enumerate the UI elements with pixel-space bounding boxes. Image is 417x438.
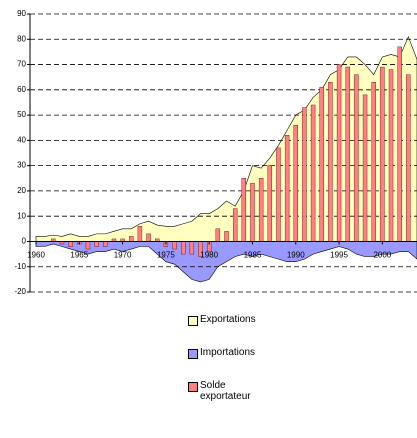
bar bbox=[354, 74, 359, 242]
bar bbox=[85, 241, 91, 250]
bar bbox=[302, 107, 307, 242]
y-tick-label: -20 bbox=[14, 287, 26, 296]
area bbox=[35, 241, 417, 283]
x-tick-label: 1985 bbox=[244, 251, 262, 260]
chart: -20 -10 0 10 20 30 40 50 60 70 80 90 1960 1965 1970 197… bbox=[14, 9, 417, 296]
y-tick-label: 30 bbox=[17, 161, 26, 170]
y-tick-label: 60 bbox=[17, 85, 26, 94]
bar bbox=[250, 183, 255, 242]
bar bbox=[103, 241, 108, 247]
legend-label: Exportations bbox=[200, 314, 256, 325]
x-tick-label: 1990 bbox=[287, 251, 305, 260]
y-tick-label: 20 bbox=[17, 186, 26, 195]
bar bbox=[189, 241, 195, 255]
legend: Exportations Importations Solde exportateu… bbox=[188, 314, 280, 413]
bar bbox=[215, 228, 221, 242]
bar bbox=[284, 135, 290, 242]
bar bbox=[336, 64, 342, 242]
bar bbox=[319, 87, 324, 242]
y-tick-label: -10 bbox=[14, 262, 26, 271]
bar bbox=[267, 165, 272, 242]
y-tick-label: 50 bbox=[17, 110, 26, 119]
y-tick-label: 90 bbox=[17, 9, 26, 18]
bar bbox=[129, 236, 134, 242]
bar bbox=[94, 241, 99, 247]
y-tick-label: 70 bbox=[17, 60, 26, 69]
bar bbox=[232, 208, 238, 242]
bar bbox=[293, 124, 298, 242]
legend-item: Importations bbox=[188, 347, 280, 380]
x-tick-label: 1975 bbox=[157, 251, 175, 260]
bar bbox=[397, 46, 402, 242]
bar bbox=[258, 178, 264, 242]
bar bbox=[181, 241, 186, 255]
legend-swatch bbox=[188, 316, 198, 326]
y-tick-label: 0 bbox=[22, 237, 27, 246]
x-tick-label: 1970 bbox=[114, 251, 132, 260]
bar bbox=[380, 66, 385, 242]
bar bbox=[137, 226, 143, 242]
x-tick-label: 1965 bbox=[70, 251, 88, 260]
bar bbox=[241, 178, 247, 242]
legend-item: Solde exportateur bbox=[188, 380, 280, 413]
y-tick-label: 80 bbox=[17, 34, 26, 43]
legend-swatch bbox=[188, 382, 198, 392]
bar bbox=[68, 241, 73, 247]
bar bbox=[406, 74, 411, 242]
bar bbox=[371, 82, 376, 242]
x-tick-label: 1960 bbox=[27, 251, 45, 260]
bar bbox=[276, 147, 281, 242]
x-tick-label: 1995 bbox=[330, 251, 348, 260]
x-tick-label: 2000 bbox=[373, 251, 391, 260]
bar bbox=[146, 233, 151, 242]
bar bbox=[310, 104, 316, 242]
x-tick-label: 1980 bbox=[200, 251, 218, 260]
bar bbox=[328, 82, 333, 242]
y-tick-label: 40 bbox=[17, 135, 26, 144]
bar bbox=[345, 66, 350, 242]
legend-label: Importations bbox=[200, 347, 256, 358]
bar bbox=[172, 241, 177, 250]
bar bbox=[362, 94, 368, 242]
bar bbox=[388, 69, 394, 242]
area bbox=[35, 35, 417, 242]
bar bbox=[224, 231, 229, 242]
legend-swatch bbox=[188, 349, 198, 359]
legend-label: Solde exportateur bbox=[200, 380, 251, 402]
y-tick-label: 10 bbox=[17, 211, 26, 220]
legend-item: Exportations bbox=[188, 314, 280, 347]
